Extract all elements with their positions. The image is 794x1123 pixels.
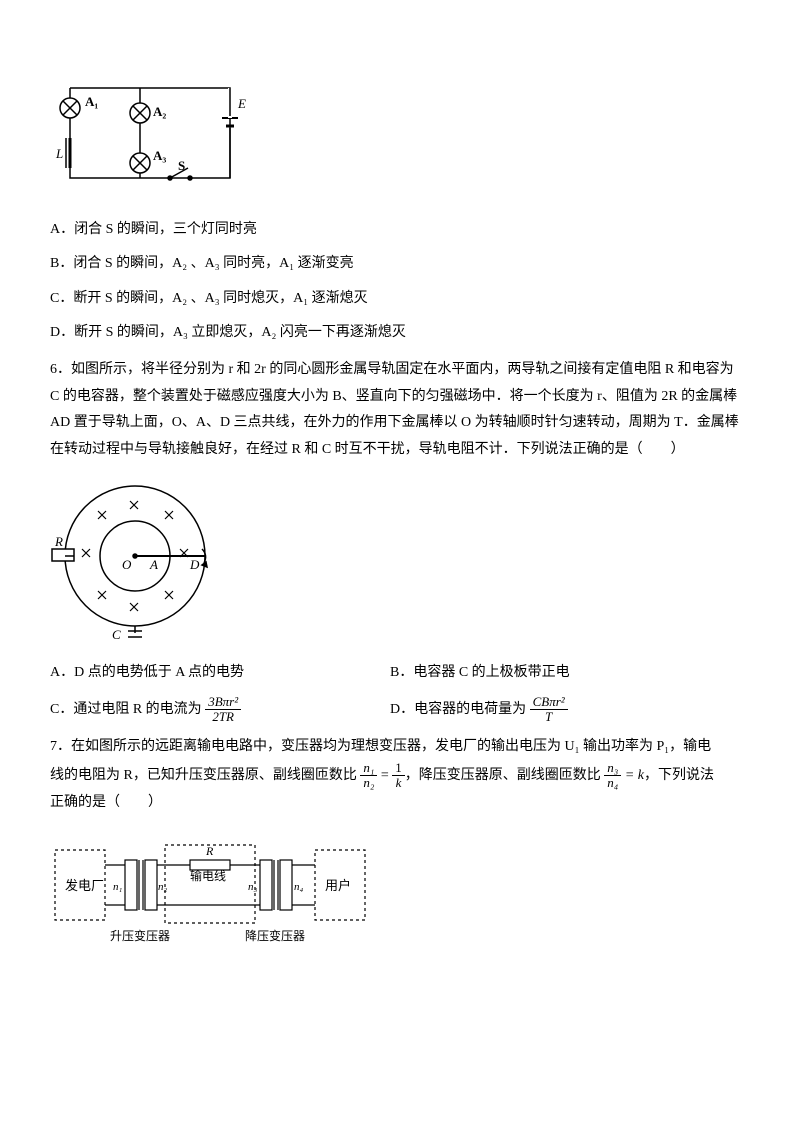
svg-text:A₃: A₃	[153, 148, 166, 163]
transmission-figure: 发电厂 输电线 用户 R n₁ n₂ n₃ n₄ 升压变压器 降压变压器	[50, 825, 744, 966]
svg-text:A₂: A₂	[153, 104, 166, 119]
svg-text:A₁: A₁	[85, 94, 98, 109]
q6-option-a: A．D 点的电势低于 A 点的电势	[50, 660, 330, 687]
svg-text:L: L	[55, 146, 63, 161]
q5-option-b: B．闭合 S 的瞬间，A₂ 、A₃ 同时亮，A₁ 逐渐变亮	[50, 251, 744, 278]
svg-text:R: R	[205, 844, 214, 858]
q7-text: 7．在如图所示的远距离输电电路中，变压器均为理想变压器，发电厂的输出电压为 U₁…	[50, 734, 744, 817]
q6-text: 6．如图所示，将半径分别为 r 和 2r 的同心圆形金属导轨固定在水平面内，两导…	[50, 357, 744, 463]
svg-text:降压变压器: 降压变压器	[245, 928, 305, 943]
svg-text:n₁: n₁	[113, 881, 123, 893]
svg-text:O: O	[122, 557, 132, 572]
svg-text:D: D	[189, 557, 200, 572]
svg-text:输电线: 输电线	[190, 868, 226, 883]
q6-option-d: D．电容器的电荷量为 CBπr²T	[390, 695, 670, 725]
q6-option-c: C．通过电阻 R 的电流为 3Bπr²2TR	[50, 695, 330, 725]
svg-text:用户: 用户	[325, 878, 351, 893]
svg-text:E: E	[237, 96, 246, 111]
svg-text:n₄: n₄	[294, 881, 304, 893]
svg-text:n₂: n₂	[158, 881, 168, 893]
svg-text:C: C	[112, 627, 121, 641]
circuit-figure-1: A₁ A₂ A₃ L E S	[50, 68, 744, 209]
svg-text:升压变压器: 升压变压器	[110, 928, 170, 943]
svg-text:发电厂: 发电厂	[65, 878, 104, 893]
svg-text:A: A	[149, 557, 158, 572]
q5-option-a: A．闭合 S 的瞬间，三个灯同时亮	[50, 217, 744, 244]
rotating-rod-figure: R O A D C	[50, 471, 744, 652]
q6-option-b: B．电容器 C 的上极板带正电	[390, 660, 670, 687]
svg-text:S: S	[178, 158, 185, 173]
svg-text:n₃: n₃	[248, 881, 258, 893]
q5-option-d: D．断开 S 的瞬间，A₃ 立即熄灭，A₂ 闪亮一下再逐渐熄灭	[50, 320, 744, 347]
q5-option-c: C．断开 S 的瞬间，A₂ 、A₃ 同时熄灭，A₁ 逐渐熄灭	[50, 286, 744, 313]
svg-text:R: R	[54, 534, 63, 549]
